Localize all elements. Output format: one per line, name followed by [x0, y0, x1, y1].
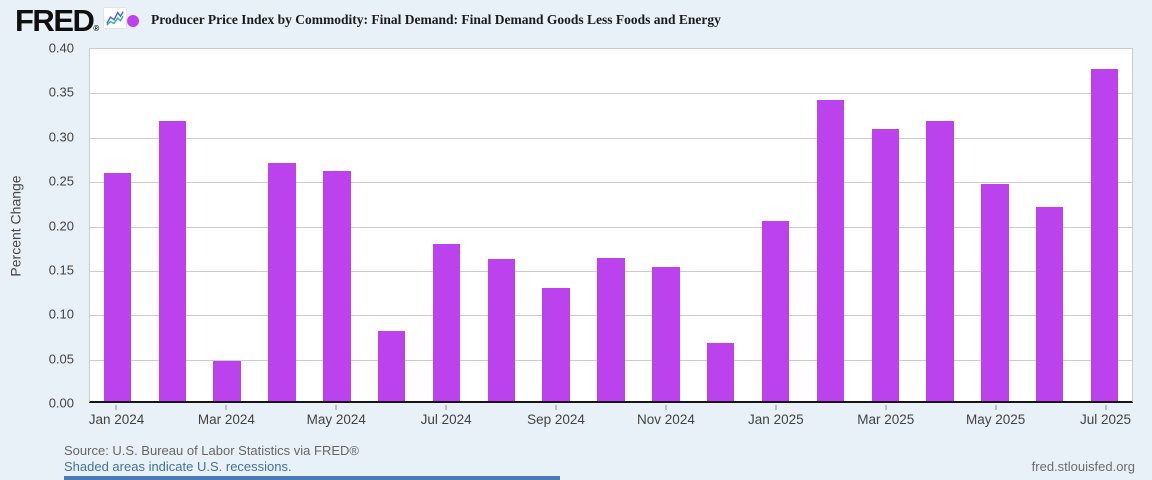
bar-Mar-2024[interactable]	[213, 360, 241, 401]
registered-trademark-mark: ®	[93, 24, 100, 33]
bar-Feb-2025[interactable]	[816, 100, 845, 401]
bar-Mar-2025[interactable]	[871, 129, 899, 401]
bar-slot	[1077, 49, 1132, 401]
bar-Dec-2024[interactable]	[706, 342, 735, 401]
y-axis-label: 0.05	[48, 351, 74, 367]
fred-site-link[interactable]: fred.stlouisfed.org	[1031, 459, 1135, 474]
x-axis-tick	[1105, 405, 1107, 410]
y-axis-label: 0.00	[48, 395, 74, 411]
y-axis-title: Percent Change	[8, 174, 24, 277]
x-axis-label: Jul 2025	[1079, 412, 1132, 427]
x-axis-tick	[335, 405, 337, 410]
fred-logo-chart-icon	[103, 7, 128, 29]
bar-slot	[913, 49, 968, 401]
x-axis-label: Mar 2024	[197, 412, 255, 427]
bar-Feb-2024[interactable]	[158, 121, 186, 401]
bar-slot	[638, 49, 693, 401]
y-axis-label: 0.30	[48, 129, 74, 145]
x-axis-tick	[995, 405, 997, 410]
bar-May-2024[interactable]	[323, 171, 351, 401]
y-axis-label: 0.20	[48, 218, 74, 233]
x-axis-label: Nov 2024	[637, 412, 695, 427]
bar-slot	[255, 49, 310, 401]
y-axis-label: 0.15	[48, 262, 74, 278]
x-axis-tick	[775, 405, 777, 410]
bar-slot	[803, 49, 858, 401]
bar-slot	[968, 49, 1023, 401]
gridline	[90, 93, 1132, 95]
bar-slot	[584, 49, 639, 401]
bar-Oct-2024[interactable]	[597, 257, 625, 401]
series-title-link[interactable]: Producer Price Index by Commodity: Final…	[151, 12, 721, 27]
bar-slot	[90, 49, 145, 401]
x-axis-tick	[665, 405, 667, 410]
partial-bottom-element	[64, 476, 560, 480]
bar-Jul-2024[interactable]	[432, 244, 461, 401]
gridline	[90, 226, 1132, 228]
plot-area	[89, 48, 1133, 403]
gridline	[90, 137, 1132, 139]
bar-slot	[364, 49, 419, 401]
bar-Sep-2024[interactable]	[542, 288, 570, 401]
x-axis-label: Jan 2025	[748, 412, 804, 427]
bar-slot	[309, 49, 364, 401]
x-axis-label: Mar 2025	[857, 412, 915, 427]
bar-Jun-2024[interactable]	[377, 331, 406, 401]
x-axis-tick	[225, 405, 227, 410]
x-axis: Jan 2024 Mar 2024 May 2024 Jul 2024 Sep 2024…	[89, 405, 1133, 431]
y-axis-tick-labels: 0.40 0.35 0.30 0.25 0.20 0.15 0.10 0.05 0.00	[30, 41, 82, 411]
bar-slot	[200, 49, 255, 401]
bar-slot	[145, 49, 200, 401]
bar-slot	[474, 49, 529, 401]
bar-slot	[419, 49, 474, 401]
y-axis-label: 0.40	[48, 40, 74, 56]
bar-Nov-2024[interactable]	[652, 267, 680, 401]
x-axis-tick	[445, 405, 447, 410]
bar-slot	[1022, 49, 1077, 401]
bar-Jun-2025[interactable]	[1036, 207, 1064, 401]
recession-note-link[interactable]: Shaded areas indicate U.S. recessions.	[64, 459, 292, 474]
x-axis-label: Jan 2024	[88, 412, 145, 427]
bar-Aug-2024[interactable]	[487, 259, 516, 401]
bar-Jul-2025[interactable]	[1090, 69, 1119, 401]
y-axis-label: 0.25	[48, 173, 74, 189]
x-axis-label: Sep 2024	[527, 412, 585, 427]
x-axis-label: May 2024	[306, 412, 366, 427]
bar-slot	[748, 49, 803, 401]
bars-layer	[90, 49, 1132, 401]
gridline	[90, 182, 1132, 184]
bar-slot	[693, 49, 748, 401]
bar-slot	[858, 49, 913, 401]
bar-Jan-2024[interactable]	[103, 173, 132, 401]
series-legend-dot-icon	[127, 15, 139, 27]
bar-Apr-2024[interactable]	[268, 163, 296, 401]
x-axis-tick	[885, 405, 887, 410]
y-axis-label: 0.10	[48, 306, 74, 322]
fred-logo[interactable]: FRED ®	[15, 3, 128, 38]
bar-May-2025[interactable]	[981, 183, 1009, 401]
source-attribution: Source: U.S. Bureau of Labor Statistics …	[64, 443, 359, 458]
x-axis-label: Jul 2024	[420, 412, 472, 427]
bar-Apr-2025[interactable]	[926, 121, 954, 401]
y-axis-label: 0.35	[48, 84, 74, 100]
fred-logo-text: FRED	[15, 3, 95, 38]
x-axis-tick	[115, 405, 117, 410]
x-axis-label: May 2025	[965, 412, 1026, 427]
bar-slot	[529, 49, 584, 401]
x-axis-tick	[555, 405, 557, 410]
bar-Jan-2025[interactable]	[761, 220, 790, 401]
